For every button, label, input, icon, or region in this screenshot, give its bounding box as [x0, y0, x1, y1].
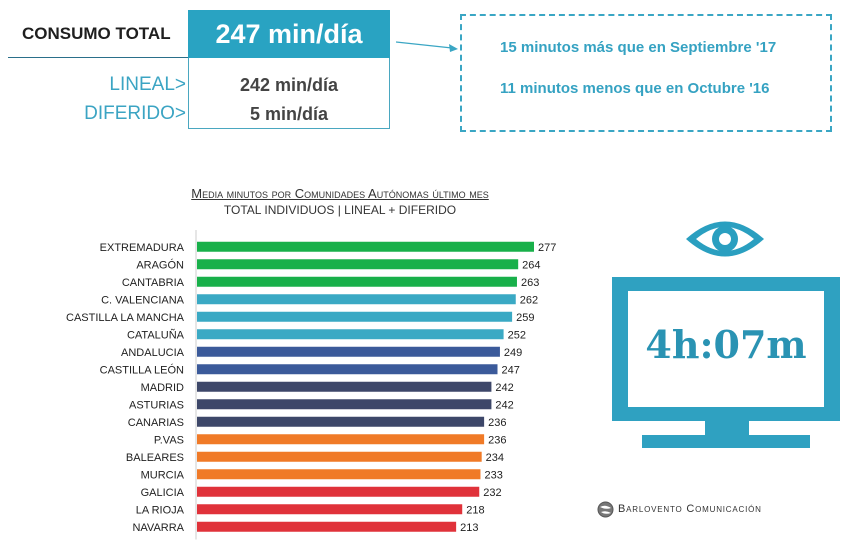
bar	[197, 381, 492, 392]
bar	[197, 416, 485, 427]
lineal-value: 242 min/día	[239, 75, 339, 95]
data-label: 247	[502, 364, 520, 376]
category-label: MURCIA	[141, 469, 185, 481]
category-label: ARAGÓN	[136, 258, 184, 271]
category-label: EXTREMADURA	[100, 242, 185, 254]
category-label: P.VAS	[154, 434, 184, 446]
data-label: 262	[520, 294, 538, 306]
comparison-callout	[460, 14, 832, 132]
total-value: 247 min/día	[188, 10, 390, 58]
globe-logo-icon	[597, 501, 614, 518]
bar	[197, 399, 492, 410]
bar	[197, 434, 485, 445]
category-label: C. VALENCIANA	[101, 294, 185, 306]
category-label: ASTURIAS	[129, 399, 184, 411]
tv-time-value: 4h:07m	[645, 322, 807, 367]
data-label: 234	[486, 452, 504, 464]
category-label: LA RIOJA	[136, 504, 185, 516]
data-label: 232	[483, 487, 501, 499]
bar	[197, 276, 517, 287]
data-label: 213	[460, 522, 478, 534]
bar	[197, 259, 519, 270]
bar	[197, 521, 457, 532]
eye-icon	[686, 221, 764, 257]
data-label: 249	[504, 347, 522, 359]
category-label: CANTABRIA	[122, 277, 185, 289]
bar	[197, 294, 516, 305]
category-label: CASTILLA LA MANCHA	[66, 312, 185, 324]
data-label: 218	[466, 504, 484, 516]
data-label: 242	[495, 382, 513, 394]
category-label: BALEARES	[126, 452, 184, 464]
category-label: CATALUÑA	[127, 328, 185, 341]
total-label: CONSUMO TOTAL	[22, 24, 171, 43]
tv-stand-neck	[705, 421, 749, 435]
bar	[197, 364, 498, 375]
data-label: 236	[488, 434, 506, 446]
diferido-label: DIFERIDO>	[84, 103, 186, 124]
data-label: 236	[488, 417, 506, 429]
brand-name: Barlovento Comunicación	[618, 503, 762, 515]
bar-chart: EXTREMADURA 277 ARAGÓN 264 CANTABRIA 263 C. VA…	[66, 230, 556, 540]
tv-screen	[628, 291, 824, 407]
bar	[197, 469, 481, 480]
bar	[197, 311, 513, 322]
category-label: MADRID	[141, 382, 184, 394]
bar	[197, 241, 534, 252]
bar	[197, 451, 482, 462]
category-label: NAVARRA	[132, 522, 184, 534]
data-label: 242	[495, 399, 513, 411]
callout-line-1: 15 minutos más que en Septiembre '17	[500, 39, 777, 56]
callout-line-2: 11 minutos menos que en Octubre '16	[500, 80, 770, 97]
diferido-value: 5 min/día	[249, 104, 329, 124]
category-label: GALICIA	[141, 487, 185, 499]
callout-arrow-icon	[396, 41, 458, 52]
category-label: ANDALUCIA	[121, 347, 185, 359]
chart-subtitle: TOTAL INDIVIDUOS | LINEAL + DIFERIDO	[223, 203, 457, 217]
tv-stand-base	[642, 435, 810, 448]
data-label: 252	[508, 329, 526, 341]
chart-title: Media minutos por Comunidades Autónomas …	[191, 186, 489, 201]
data-label: 233	[484, 469, 502, 481]
total-underline	[8, 57, 190, 58]
data-label: 263	[521, 277, 539, 289]
split-box	[188, 58, 390, 129]
bar	[197, 504, 463, 515]
bar	[197, 486, 480, 497]
lineal-label: LINEAL>	[109, 74, 186, 95]
category-label: CANARIAS	[128, 417, 184, 429]
bar	[197, 329, 504, 340]
category-label: CASTILLA LEÓN	[100, 363, 184, 376]
data-label: 277	[538, 242, 556, 254]
data-label: 259	[516, 312, 534, 324]
data-label: 264	[522, 259, 540, 271]
bar	[197, 346, 500, 357]
